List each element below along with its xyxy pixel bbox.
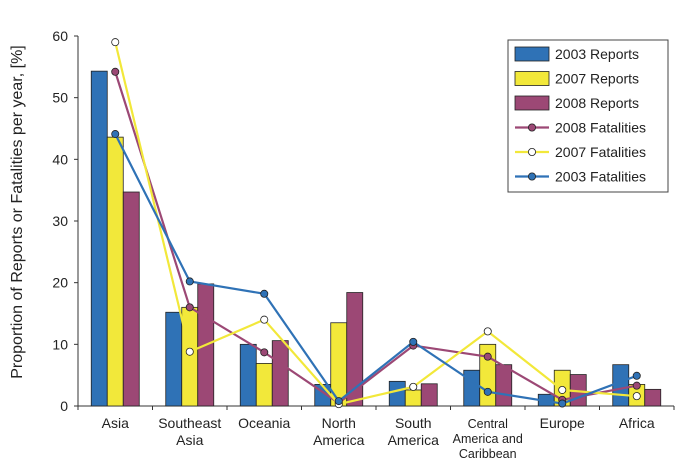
point-2003-fatalities [111,130,120,139]
point-2007-fatalities [111,38,120,47]
x-category-label-line: America and [453,432,523,446]
y-axis-label: Proportion of Reports or Fatalities per … [9,45,26,378]
x-category-label-line: Asia [102,415,129,431]
line-2007-fatalities [114,41,637,406]
bar-2008-reports [495,364,513,407]
x-category-label-line: Europe [540,415,585,431]
point-2003-fatalities [632,371,641,380]
bar-2008-reports [122,191,140,407]
legend-marker [528,147,537,156]
bar-2007-reports [255,363,273,407]
point-2007-fatalities [483,327,492,336]
point-2003-fatalities [558,399,567,408]
legend-marker [528,172,537,181]
x-category-label: Africa [619,415,655,431]
bar-2003-reports [239,343,257,407]
bar-2007-reports [106,136,124,407]
y-tick-label: 0 [60,398,68,414]
x-category-label: Central America and Caribbean [453,417,523,461]
x-category-label: Europe [540,415,585,431]
x-category-label: North America [313,415,365,448]
bar-2008-reports [644,388,662,407]
bar-2008-reports [271,340,289,407]
point-2007-fatalities [185,347,194,356]
y-tick-label: 40 [52,151,68,167]
point-2008-fatalities [111,67,120,76]
point-2007-fatalities [558,385,567,394]
point-2003-fatalities [409,337,418,346]
bar-2003-reports [90,70,108,407]
x-category-label-line: America [388,432,440,448]
line-2003-fatalities [114,133,638,405]
legend-box [507,39,669,193]
x-category-label-line: Africa [619,415,655,431]
legend-swatch [514,46,550,62]
x-category-label-line: Caribbean [459,447,517,461]
x-category-label: Southeast Asia [158,415,221,448]
point-2003-fatalities [185,277,194,286]
point-2003-fatalities [483,387,492,396]
x-category-label-line: Asia [176,432,203,448]
x-category-label-line: South [395,415,432,431]
point-2008-fatalities [483,352,492,361]
x-category-label: Oceania [238,415,290,431]
legend-swatch [514,95,550,111]
legend-label: 2007 Fatalities [555,144,646,160]
bar-2003-reports [463,369,481,407]
y-tick-label: 60 [52,28,68,44]
point-2008-fatalities [185,303,194,312]
point-2007-fatalities [260,315,269,324]
bar-2007-reports [181,306,199,407]
legend-label: 2007 Reports [555,71,639,87]
point-2003-fatalities [260,289,269,298]
bar-2003-reports [388,380,406,407]
y-tick-label: 20 [52,275,68,291]
x-category-label: Asia [102,415,129,431]
legend-marker [528,123,537,132]
point-2007-fatalities [409,382,418,391]
bar-2007-reports [404,389,422,407]
point-2008-fatalities [632,381,641,390]
legend-label: 2008 Reports [555,95,639,111]
bar-2008-reports [346,292,364,407]
point-2003-fatalities [334,397,343,406]
point-2008-fatalities [260,348,269,357]
legend-label: 2008 Fatalities [555,120,646,136]
bar-2003-reports [612,364,630,407]
y-tick-label: 50 [52,90,68,106]
y-tick-label: 30 [52,213,68,229]
x-category-label-line: North [322,415,356,431]
point-2007-fatalities [632,392,641,401]
x-category-label-line: Southeast [158,415,221,431]
x-category-label: South America [388,415,440,448]
bar-2003-reports [165,311,183,407]
y-tick-label: 10 [52,336,68,352]
x-category-label-line: America [313,432,365,448]
legend-label: 2003 Fatalities [555,169,646,185]
line-2008-fatalities [114,71,637,405]
bar-2008-reports [420,383,438,407]
legend-swatch [514,71,550,86]
legend-label: 2003 Reports [555,46,639,62]
x-category-label-line: Oceania [238,415,290,431]
x-category-label-line: Central [468,417,508,431]
